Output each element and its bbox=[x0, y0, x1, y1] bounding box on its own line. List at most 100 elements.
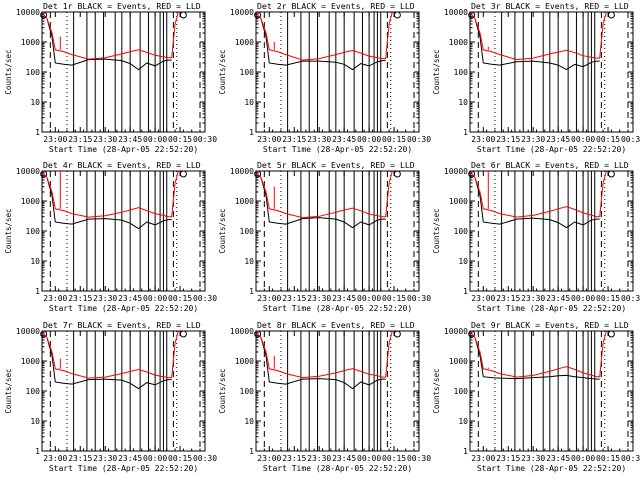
marker-circle bbox=[393, 11, 401, 19]
x-tick-label: 23:15 bbox=[496, 454, 520, 463]
x-tick-label: 23:45 bbox=[546, 135, 570, 144]
marker-circle bbox=[607, 330, 615, 338]
x-tick-label: 23:00 bbox=[471, 135, 495, 144]
y-axis-label: Counts/sec bbox=[218, 208, 227, 253]
x-tick-label: 23:15 bbox=[68, 454, 92, 463]
x-tick-label: 00:15 bbox=[168, 135, 192, 144]
marker-circle bbox=[40, 170, 48, 178]
panel-title: Det 8r BLACK = Events, RED = LLD bbox=[257, 320, 415, 330]
x-tick-label: 00:30 bbox=[621, 135, 640, 144]
x-tick-label: 23:15 bbox=[282, 294, 306, 303]
x-tick-label: 23:15 bbox=[282, 454, 306, 463]
y-tick-label: 100 bbox=[454, 68, 469, 77]
x-tick-label: 23:30 bbox=[521, 454, 545, 463]
series-line-events bbox=[474, 177, 600, 229]
y-tick-label: 1000 bbox=[449, 197, 468, 206]
y-axis-label: Counts/sec bbox=[432, 49, 441, 94]
y-tick-label: 10000 bbox=[444, 8, 468, 17]
series-line-lld bbox=[255, 11, 393, 61]
series-line-lld bbox=[255, 330, 393, 379]
x-tick-label: 23:45 bbox=[118, 454, 142, 463]
x-tick-label: 23:30 bbox=[307, 294, 331, 303]
series-line-events bbox=[46, 177, 172, 230]
panel-title: Det 5r BLACK = Events, RED = LLD bbox=[257, 160, 415, 170]
panel-6: Det 6r BLACK = Events, RED = LLD 1 10 100 10… bbox=[432, 160, 640, 313]
y-tick-label: 1 bbox=[249, 128, 254, 137]
marker-circle bbox=[254, 11, 262, 19]
y-tick-label: 10000 bbox=[230, 8, 254, 17]
y-tick-label: 10 bbox=[244, 98, 254, 107]
x-tick-label: 23:45 bbox=[118, 294, 142, 303]
x-tick-label: 23:00 bbox=[257, 294, 281, 303]
x-tick-label: 23:45 bbox=[332, 135, 356, 144]
x-tick-label: 23:15 bbox=[68, 135, 92, 144]
panel-title: Det 4r BLACK = Events, RED = LLD bbox=[43, 160, 201, 170]
x-tick-label: 00:30 bbox=[407, 135, 431, 144]
panel-title: Det 7r BLACK = Events, RED = LLD bbox=[43, 320, 201, 330]
marker-circle bbox=[468, 330, 476, 338]
series-line-events bbox=[474, 18, 600, 71]
panel-2: Det 2r BLACK = Events, RED = LLD 1 10 100 10… bbox=[218, 1, 431, 154]
series-line-events bbox=[260, 18, 386, 71]
x-tick-label: 23:00 bbox=[257, 454, 281, 463]
marker-circle bbox=[607, 11, 615, 19]
x-axis-label: Start Time (28-Apr-05 22:52:20) bbox=[263, 145, 412, 154]
x-axis-label: Start Time (28-Apr-05 22:52:20) bbox=[49, 304, 198, 313]
y-tick-label: 1 bbox=[249, 287, 254, 296]
y-tick-label: 10 bbox=[458, 98, 468, 107]
x-tick-label: 23:45 bbox=[546, 294, 570, 303]
panel-title: Det 6r BLACK = Events, RED = LLD bbox=[471, 160, 629, 170]
x-tick-label: 00:00 bbox=[357, 454, 381, 463]
y-tick-label: 1000 bbox=[449, 357, 468, 366]
y-axis-label: Counts/sec bbox=[218, 368, 227, 413]
marker-circle bbox=[468, 170, 476, 178]
y-tick-label: 100 bbox=[240, 387, 255, 396]
marker-circle bbox=[254, 170, 262, 178]
x-tick-label: 00:00 bbox=[571, 454, 595, 463]
x-tick-label: 00:00 bbox=[357, 294, 381, 303]
x-tick-label: 00:15 bbox=[382, 454, 406, 463]
x-axis-label: Start Time (28-Apr-05 22:52:20) bbox=[477, 145, 626, 154]
x-tick-label: 00:00 bbox=[571, 135, 595, 144]
y-axis-label: Counts/sec bbox=[432, 208, 441, 253]
series-line-lld bbox=[41, 330, 179, 379]
x-tick-label: 00:00 bbox=[571, 294, 595, 303]
y-tick-label: 10 bbox=[244, 417, 254, 426]
x-axis-label: Start Time (28-Apr-05 22:52:20) bbox=[49, 464, 198, 473]
y-tick-label: 10 bbox=[458, 417, 468, 426]
y-tick-label: 1 bbox=[249, 447, 254, 456]
y-tick-label: 100 bbox=[240, 68, 255, 77]
series-line-events bbox=[260, 337, 386, 390]
marker-circle bbox=[254, 330, 262, 338]
marker-circle bbox=[393, 170, 401, 178]
x-tick-label: 23:15 bbox=[496, 294, 520, 303]
marker-circle bbox=[179, 11, 187, 19]
x-tick-label: 00:30 bbox=[407, 294, 431, 303]
y-tick-label: 1 bbox=[35, 287, 40, 296]
x-tick-label: 23:45 bbox=[332, 454, 356, 463]
series-line-lld bbox=[469, 170, 607, 218]
x-tick-label: 00:15 bbox=[382, 135, 406, 144]
x-tick-label: 00:30 bbox=[193, 294, 217, 303]
y-tick-label: 1 bbox=[463, 287, 468, 296]
y-tick-label: 1000 bbox=[21, 38, 40, 47]
x-tick-label: 00:15 bbox=[596, 294, 620, 303]
panel-title: Det 9r BLACK = Events, RED = LLD bbox=[471, 320, 629, 330]
x-tick-label: 23:00 bbox=[471, 454, 495, 463]
y-axis-label: Counts/sec bbox=[4, 368, 13, 413]
x-tick-label: 00:00 bbox=[143, 454, 167, 463]
y-tick-label: 10000 bbox=[16, 327, 40, 336]
x-tick-label: 23:00 bbox=[471, 294, 495, 303]
x-tick-label: 23:45 bbox=[332, 294, 356, 303]
x-axis-label: Start Time (28-Apr-05 22:52:20) bbox=[49, 145, 198, 154]
y-tick-label: 100 bbox=[454, 387, 469, 396]
y-tick-label: 100 bbox=[454, 227, 469, 236]
panel-1: Det 1r BLACK = Events, RED = LLD 1 10 100 10… bbox=[4, 1, 217, 154]
marker-circle bbox=[40, 11, 48, 19]
y-tick-label: 10 bbox=[244, 257, 254, 266]
y-tick-label: 10000 bbox=[16, 8, 40, 17]
x-tick-label: 00:30 bbox=[621, 454, 640, 463]
y-tick-label: 1 bbox=[35, 447, 40, 456]
x-tick-label: 00:30 bbox=[621, 294, 640, 303]
panel-title: Det 2r BLACK = Events, RED = LLD bbox=[257, 1, 415, 11]
